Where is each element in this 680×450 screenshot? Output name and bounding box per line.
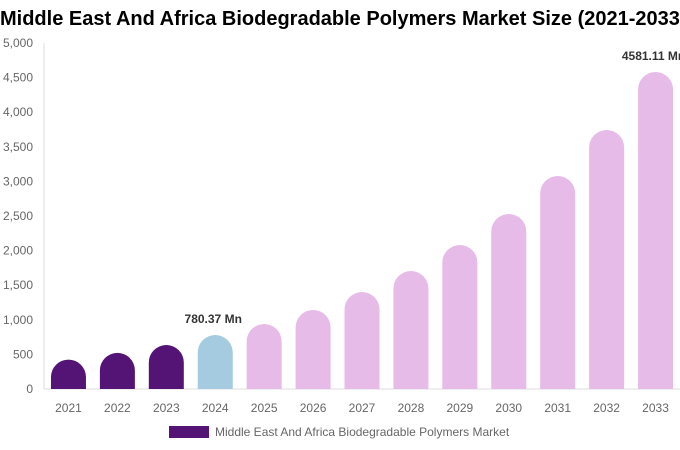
x-tick-label: 2031 [544, 401, 571, 415]
y-tick-label: 0 [26, 382, 33, 396]
bar-2026 [295, 309, 331, 389]
bar-2031 [540, 176, 576, 389]
x-tick-label: 2025 [251, 401, 278, 415]
bar-2029 [442, 244, 478, 389]
bar-2027 [344, 291, 380, 389]
y-tick-label: 5,000 [3, 36, 33, 50]
x-tick-label: 2033 [642, 401, 669, 415]
x-tick-label: 2030 [495, 401, 522, 415]
y-tick-label: 1,000 [3, 313, 33, 327]
bar-2021 [50, 359, 86, 389]
legend-label: Middle East And Africa Biodegradable Pol… [215, 425, 510, 439]
x-tick-label: 2032 [593, 401, 620, 415]
x-tick-label: 2029 [446, 401, 473, 415]
x-tick-label: 2024 [202, 401, 229, 415]
y-tick-label: 500 [13, 347, 33, 361]
y-tick-label: 2,500 [3, 209, 33, 223]
x-tick-label: 2027 [349, 401, 376, 415]
x-tick-label: 2028 [398, 401, 425, 415]
y-tick-label: 1,500 [3, 278, 33, 292]
x-tick-label: 2026 [300, 401, 327, 415]
bar-2033 [638, 71, 674, 390]
bar-2032 [589, 129, 625, 389]
bar-2028 [393, 271, 429, 389]
y-tick-label: 2,000 [3, 244, 33, 258]
legend: Middle East And Africa Biodegradable Pol… [169, 425, 509, 439]
bar-2024 [197, 334, 233, 389]
x-tick-label: 2023 [153, 401, 180, 415]
data-label-2033: 4581.11 Mn [622, 49, 680, 63]
bar-2023 [148, 344, 184, 389]
legend-swatch [169, 426, 209, 438]
y-tick-label: 3,500 [3, 140, 33, 154]
data-label-2024: 780.37 Mn [185, 312, 242, 326]
bar-2022 [99, 352, 135, 389]
x-tick-label: 2021 [55, 401, 82, 415]
y-tick-label: 4,500 [3, 71, 33, 85]
y-tick-label: 4,000 [3, 105, 33, 119]
chart-title: Middle East And Africa Biodegradable Pol… [0, 8, 680, 30]
bar-2025 [246, 324, 282, 389]
bar-2030 [491, 213, 527, 389]
x-tick-label: 2022 [104, 401, 131, 415]
y-tick-label: 3,000 [3, 174, 33, 188]
